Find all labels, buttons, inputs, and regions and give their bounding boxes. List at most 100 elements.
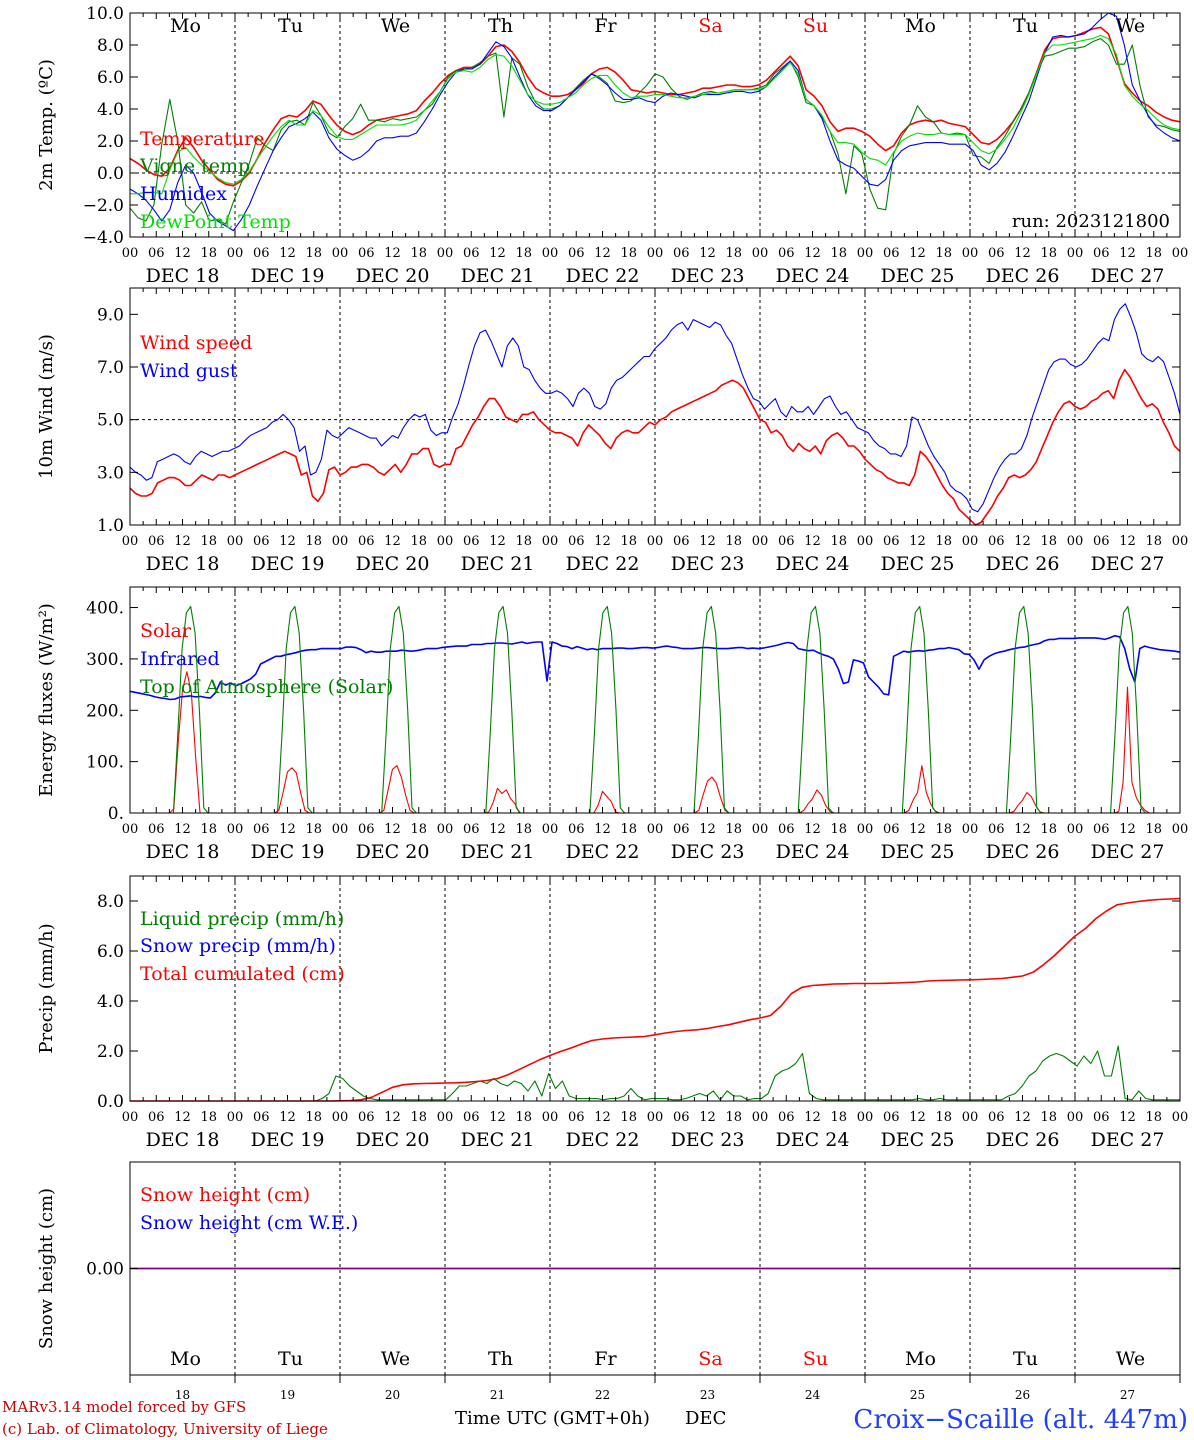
panel-3-hour-tick-label: 00	[542, 822, 559, 837]
panel-2-hour-tick-label: 12	[384, 534, 401, 549]
panel-1-hour-tick-label: 00	[962, 246, 979, 261]
panel-3-hour-tick-label: 00	[962, 822, 979, 837]
panel-4-y-tick-label: 6.0	[97, 942, 124, 962]
panel-2-date-label: DEC 22	[566, 553, 640, 575]
panel-3-hour-tick-label: 18	[830, 822, 847, 837]
panel-2-hour-tick-label: 06	[148, 534, 165, 549]
panel-2-y-tick-label: 9.0	[97, 305, 124, 325]
panel-3-hour-tick-label: 00	[752, 822, 769, 837]
panel-2-hour-tick-label: 00	[962, 534, 979, 549]
panel-4-hour-tick-label: 12	[804, 1110, 821, 1125]
panel-3-hour-tick-label: 12	[1119, 822, 1136, 837]
panel-4-hour-tick-label: 18	[515, 1110, 532, 1125]
panel-4-hour-tick-label: 06	[463, 1110, 480, 1125]
panel-1-y-tick-label: 10.0	[86, 4, 124, 24]
panel-2-date-label: DEC 21	[461, 553, 535, 575]
panel-2-date-label: DEC 27	[1091, 553, 1165, 575]
panel-4-date-label: DEC 18	[146, 1129, 220, 1151]
panel-1-hour-tick-label: 12	[699, 246, 716, 261]
panel-2-date-label: DEC 24	[776, 553, 850, 575]
panel-1-weekday-label: Mo	[905, 15, 936, 37]
panel-2-hour-tick-label: 12	[699, 534, 716, 549]
panel-3-hour-tick-label: 12	[489, 822, 506, 837]
panel-2-hour-tick-label: 18	[305, 534, 322, 549]
panel-3-hour-tick-label: 12	[699, 822, 716, 837]
panel-4-hour-tick-label: 18	[1040, 1110, 1057, 1125]
legend-snow-height-cm-w-e: Snow height (cm W.E.)	[140, 1212, 358, 1234]
label-layer: −4.0 −2.0 0.0 2.0 4.0 6.0 8.0 10.0 2m Temp. (ºC)…	[36, 4, 1188, 1402]
panel-2-hour-tick-label: 12	[279, 534, 296, 549]
panel-5-weekday-label: Mo	[170, 1348, 201, 1370]
panel-1-hour-tick-label: 06	[463, 246, 480, 261]
panel-3-hour-tick-label: 12	[594, 822, 611, 837]
panel-3-hour-tick-label: 00	[1067, 822, 1084, 837]
panel-1-hour-tick-label: 12	[594, 246, 611, 261]
panel-1-hour-tick-label: 06	[358, 246, 375, 261]
panel-1-hour-tick-label: 00	[227, 246, 244, 261]
panel-5-day-number: 22	[595, 1388, 610, 1402]
panel-1-date-label: DEC 24	[776, 265, 850, 287]
panel-1-hour-tick-label: 18	[1040, 246, 1057, 261]
legend-top-of-atmosphere-solar: Top of Atmosphere (Solar)	[140, 676, 393, 698]
panel-3-hour-tick-label: 06	[358, 822, 375, 837]
panel-1-hour-tick-label: 18	[305, 246, 322, 261]
panel-3-hour-tick-label: 00	[437, 822, 454, 837]
panel-2-hour-tick-label: 18	[1145, 534, 1162, 549]
panel-1-hour-tick-label: 12	[174, 246, 191, 261]
panel-4-y-tick-label: 0.0	[97, 1092, 124, 1112]
frame-layer	[129, 12, 1181, 1383]
panel-4-hour-tick-label: 00	[227, 1110, 244, 1125]
legend-wind-gust: Wind gust	[140, 360, 238, 382]
panel-1-hour-tick-label: 06	[253, 246, 270, 261]
panel-4-hour-tick-label: 18	[305, 1110, 322, 1125]
panel-4-hour-tick-label: 06	[148, 1110, 165, 1125]
panel-4-y-tick-label: 2.0	[97, 1042, 124, 1062]
panel-1-hour-tick-label: 00	[437, 246, 454, 261]
panel-5-day-number: 19	[280, 1388, 295, 1402]
panel-1-y-tick-label: 0.0	[97, 164, 124, 184]
legend-wind-speed: Wind speed	[140, 332, 252, 354]
panel-1-weekday-label: Th	[488, 15, 513, 37]
panel-2-date-label: DEC 18	[146, 553, 220, 575]
series-wind-gust	[129, 303, 1181, 513]
panel-1-hour-tick-label: 18	[725, 246, 742, 261]
panel-4-date-label: DEC 22	[566, 1129, 640, 1151]
panel-2-hour-tick-label: 18	[1040, 534, 1057, 549]
panel-5-weekday-label: Fr	[594, 1348, 617, 1370]
panel-4-hour-tick-label: 00	[752, 1110, 769, 1125]
panel-4-hour-tick-label: 12	[594, 1110, 611, 1125]
run-label: run: 2023121800	[1012, 211, 1170, 232]
panel-2-hour-tick-label: 00	[647, 534, 664, 549]
panel-3-hour-tick-label: 06	[673, 822, 690, 837]
panel-1-hour-tick-label: 00	[122, 246, 139, 261]
station-title: Croix−Scaille (alt. 447m)	[853, 1405, 1188, 1435]
panel-2-hour-tick-label: 00	[437, 534, 454, 549]
panel-4-hour-tick-label: 00	[1067, 1110, 1084, 1125]
panel-2-y-tick-label: 7.0	[97, 358, 124, 378]
panel-2-hour-tick-label: 06	[778, 534, 795, 549]
panel-3-y-axis-label: Energy fluxes (W/m²)	[36, 603, 57, 797]
panel-3-y-tick-label: 0.	[108, 804, 124, 824]
panel-4-hour-tick-label: 00	[332, 1110, 349, 1125]
series-infrared	[129, 634, 1181, 701]
panel-4-y-tick-label: 4.0	[97, 992, 124, 1012]
panel-3-date-label: DEC 25	[881, 841, 955, 863]
panel-4-hour-tick-label: 00	[437, 1110, 454, 1125]
panel-4-hour-tick-label: 18	[830, 1110, 847, 1125]
legend-snow-height-cm: Snow height (cm)	[140, 1184, 310, 1206]
panel-5-day-number: 23	[700, 1388, 715, 1402]
panel-1-hour-tick-label: 06	[148, 246, 165, 261]
panel-3-hour-tick-label: 06	[463, 822, 480, 837]
panel-5-weekday-label: Su	[803, 1348, 828, 1370]
panel-1-hour-tick-label: 06	[1093, 246, 1110, 261]
panel-4-hour-tick-label: 12	[384, 1110, 401, 1125]
panel-2-hour-tick-label: 12	[1119, 534, 1136, 549]
legend-solar: Solar	[140, 620, 192, 642]
x-axis-month: DEC	[685, 1408, 726, 1429]
panel-3-hour-tick-label: 18	[200, 822, 217, 837]
panel-5-day-number: 27	[1120, 1388, 1135, 1402]
panel-2-hour-tick-label: 06	[358, 534, 375, 549]
panel-4-hour-tick-label: 12	[489, 1110, 506, 1125]
panel-5-day-number: 21	[490, 1388, 505, 1402]
panel-1-y-tick-label: −4.0	[83, 228, 124, 248]
